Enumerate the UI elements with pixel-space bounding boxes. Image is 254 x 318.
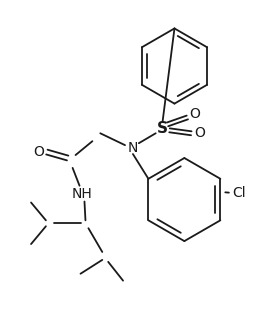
- Text: O: O: [34, 145, 44, 159]
- Text: O: O: [194, 126, 205, 140]
- Text: S: S: [157, 121, 168, 136]
- Text: NH: NH: [72, 187, 93, 201]
- Text: O: O: [189, 107, 200, 121]
- Text: N: N: [128, 141, 138, 155]
- Text: Cl: Cl: [232, 186, 246, 200]
